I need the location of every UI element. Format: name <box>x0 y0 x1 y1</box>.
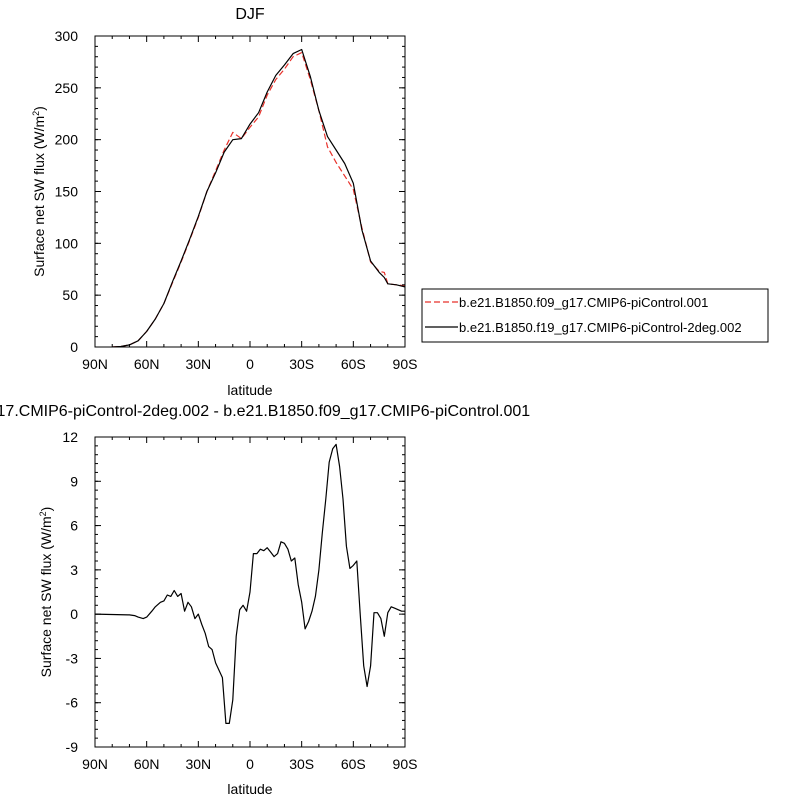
series-line-1 <box>112 52 405 347</box>
chart-title: 9_g17.CMIP6-piControl-2deg.002 - b.e21.B… <box>0 403 530 420</box>
y-axis-label-end: ) <box>38 507 54 512</box>
y-tick-label: 200 <box>55 132 79 148</box>
x-tick-label: 90S <box>393 356 418 372</box>
legend-entry: b.e21.B1850.f19_g17.CMIP6-piControl-2deg… <box>459 320 742 335</box>
x-tick-label: 0 <box>246 756 254 772</box>
chart-panel-2: 9_g17.CMIP6-piControl-2deg.002 - b.e21.B… <box>0 403 530 797</box>
y-tick-label: 300 <box>55 28 79 44</box>
x-tick-label: 30N <box>185 356 211 372</box>
y-tick-label: 250 <box>55 80 79 96</box>
series-line-1 <box>95 443 405 724</box>
x-tick-label: 90N <box>82 356 108 372</box>
x-axis-label: latitude <box>227 382 272 398</box>
y-axis-label: Surface net SW flux (W/m2) <box>31 106 47 277</box>
y-tick-label: -9 <box>66 739 79 755</box>
y-tick-label: 0 <box>70 339 78 355</box>
x-tick-label: 60N <box>134 356 160 372</box>
legend-entry: b.e21.B1850.f09_g17.CMIP6-piControl.001 <box>459 295 708 310</box>
x-tick-label: 30N <box>185 756 211 772</box>
x-tick-label: 30S <box>289 356 314 372</box>
y-tick-label: 150 <box>55 184 79 200</box>
y-tick-label: 9 <box>70 473 78 489</box>
series-line-2 <box>112 48 405 347</box>
x-tick-label: 90S <box>393 756 418 772</box>
y-axis-label-main: Surface net SW flux (W/m <box>31 116 47 277</box>
x-tick-label: 60N <box>134 756 160 772</box>
y-tick-label: 50 <box>62 287 78 303</box>
y-tick-label: 0 <box>70 606 78 622</box>
y-tick-label: 12 <box>62 429 78 445</box>
y-axis-label-sup: 2 <box>31 111 41 116</box>
legend: b.e21.B1850.f09_g17.CMIP6-piControl.001b… <box>421 288 769 343</box>
y-axis-label: Surface net SW flux (W/m2) <box>38 507 54 678</box>
y-axis-label-end: ) <box>31 106 47 111</box>
y-tick-label: -3 <box>66 650 79 666</box>
legend-box <box>421 288 769 343</box>
y-tick-label: 6 <box>70 518 78 534</box>
x-tick-label: 0 <box>246 356 254 372</box>
x-axis-label: latitude <box>227 781 272 797</box>
chart-panel-1: DJF 90N 60N 30N 0 30S 60S 90S 0 50 100 150 200 250 300… <box>31 6 769 398</box>
x-tick-label: 90N <box>82 756 108 772</box>
chart-title: DJF <box>235 6 265 23</box>
y-axis-label-main: Surface net SW flux (W/m <box>38 516 54 677</box>
series-group <box>95 443 405 724</box>
x-tick-label: 30S <box>289 756 314 772</box>
x-tick-label: 60S <box>341 756 366 772</box>
plot-frame <box>94 35 406 348</box>
series-group <box>112 48 405 347</box>
y-tick-label: 100 <box>55 235 79 251</box>
y-tick-label: -6 <box>66 695 79 711</box>
x-tick-label: 60S <box>341 356 366 372</box>
y-tick-label: 3 <box>70 562 78 578</box>
y-axis-label-sup: 2 <box>38 511 48 516</box>
